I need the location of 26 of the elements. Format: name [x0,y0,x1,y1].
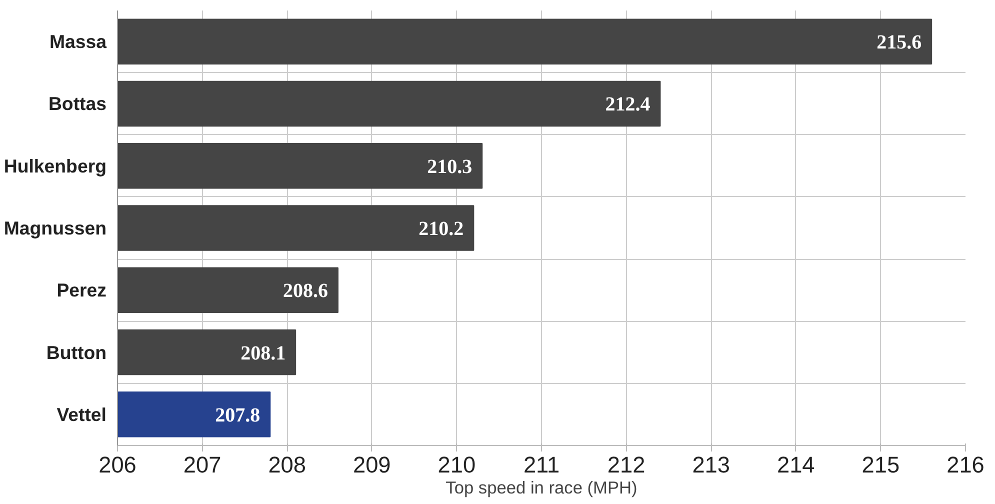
x-tick-label: 216 [946,452,984,478]
y-tick-label: Hulkenberg [4,155,107,176]
x-tick-label: 209 [353,452,391,478]
data-label: 215.6 [876,32,922,54]
data-label: 212.4 [605,94,650,116]
x-tick-label: 208 [268,452,306,478]
y-tick-label: Magnussen [4,218,107,238]
x-tick-label: 214 [777,452,815,478]
y-tick-label: Vettel [56,404,107,425]
x-axis-title: Top speed in race (MPH) [446,478,638,498]
x-tick-label: 206 [98,452,136,478]
x-tick-label: 212 [607,452,646,478]
x-tick-label: 210 [438,452,476,478]
y-tick-label: Massa [49,31,108,52]
data-label: 210.2 [418,218,464,240]
x-tick-label: 213 [692,452,730,478]
data-label: 208.1 [240,342,286,364]
data-label: 208.6 [282,280,328,302]
y-tick-label: Bottas [48,93,106,114]
x-tick-label: 215 [862,452,900,478]
data-label: 207.8 [215,404,260,426]
x-tick-label: 207 [183,452,222,478]
x-tick-label: 211 [523,452,560,478]
data-label: 210.3 [427,156,472,178]
y-tick-label: Perez [56,280,107,301]
y-tick-label: Button [46,342,107,363]
